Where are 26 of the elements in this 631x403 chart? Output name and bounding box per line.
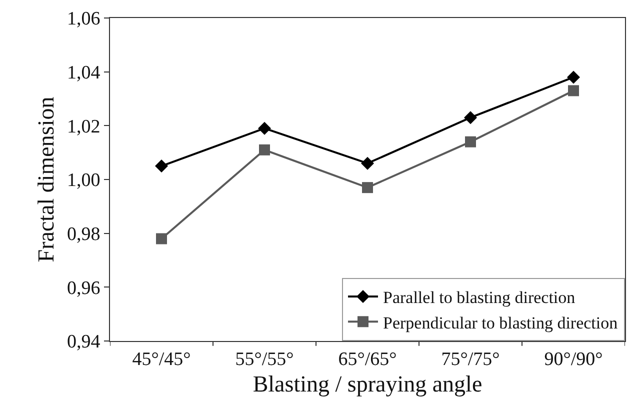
point (258, 122, 271, 135)
point (464, 111, 477, 124)
y-tick-label: 0,98 (66, 224, 100, 245)
x-tick-label: 65°/65° (338, 348, 397, 370)
point (361, 156, 374, 170)
legend-label: Parallel to blasting direction (383, 288, 576, 308)
y-tick-label: 1,04 (66, 62, 101, 84)
point (362, 182, 373, 194)
y-tick-label: 1,02 (66, 116, 100, 138)
y-tick-label: 1,00 (66, 170, 100, 192)
x-tick-label: 55°/55° (235, 348, 294, 370)
legend-label: Perpendicular to blasting direction (383, 313, 618, 332)
x-tick-label: 45°/45° (132, 348, 191, 370)
point (567, 70, 580, 84)
point (259, 144, 270, 156)
x-tick-label: 90°/90° (544, 348, 603, 370)
x-tick-label: 75°/75° (441, 348, 500, 370)
y-tick-label: 0,94 (66, 332, 101, 353)
x-axis-title: Blasting / spraying angle (252, 371, 482, 396)
point (156, 233, 167, 244)
y-axis-title: Fractal dimension (33, 96, 58, 262)
y-tick-label: 1,06 (66, 8, 100, 30)
y-tick-label: 0,96 (66, 278, 100, 299)
point (465, 136, 476, 148)
point (155, 160, 168, 173)
point (568, 85, 579, 96)
